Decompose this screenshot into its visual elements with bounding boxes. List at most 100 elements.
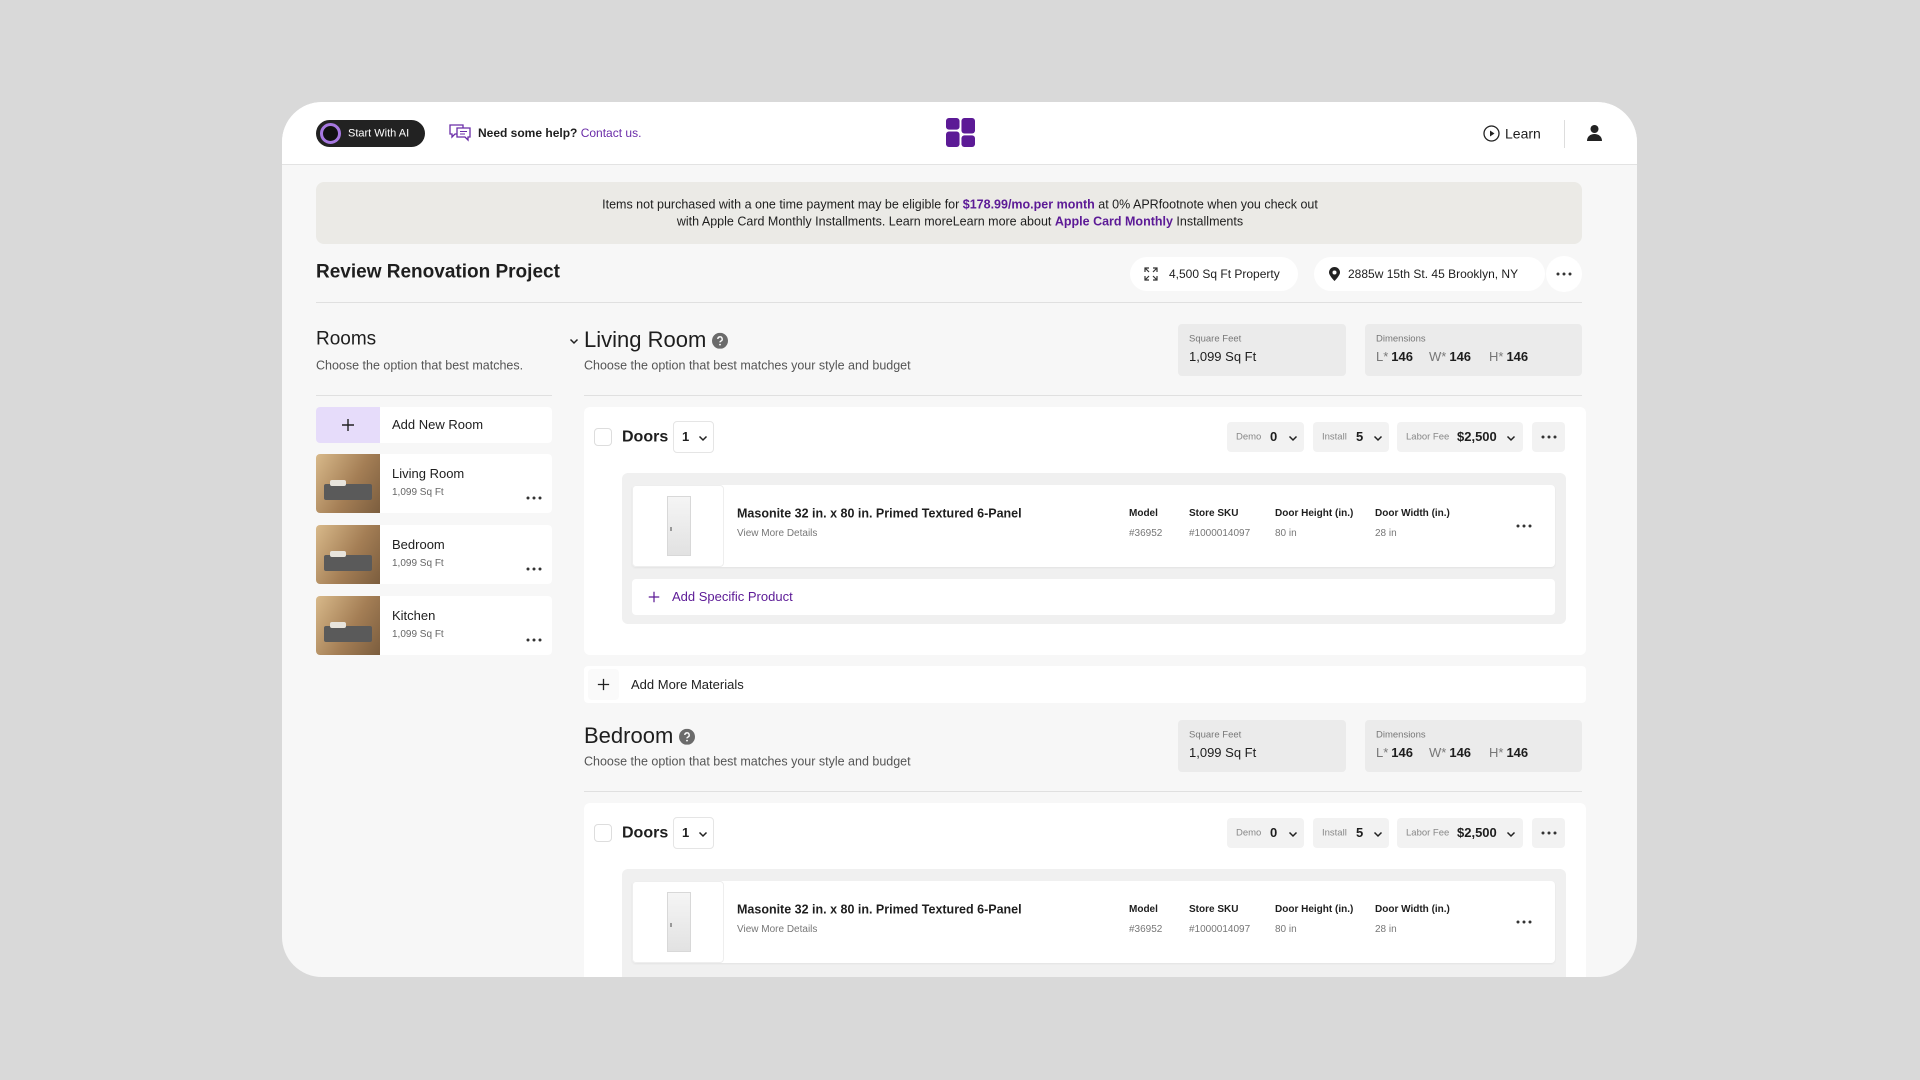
add-materials-button[interactable] [584,666,1586,703]
more-icon [526,567,542,571]
banner [316,182,1582,244]
labor-select[interactable] [1397,818,1523,848]
square-feet-value: 1,099 Sq Ft [1189,349,1257,365]
divider [316,302,1582,303]
spec-label: Door Width (in.) [1375,508,1450,519]
room-thumbnail [316,454,380,513]
chevron-icon [698,831,708,838]
material-name: Doors [622,824,669,842]
contact-link[interactable]: Contact us. [580,125,642,140]
material-name: Doors [622,428,669,446]
banner-text: Installments [1176,214,1244,229]
help-label: Need some help? [478,125,578,140]
chevron-icon [1506,831,1516,838]
qty-value: 1 [682,429,690,445]
plus-icon [648,591,660,603]
section-title-text: Bedroom [584,722,674,748]
divider [316,395,552,396]
dimension: H* 146 [1489,745,1528,761]
chevron-icon [1373,831,1383,838]
logo [946,118,975,147]
spec-value: 28 in [1375,528,1397,539]
qty-select[interactable] [673,817,714,849]
dimensions-box [1365,324,1582,376]
product-details-link[interactable]: View More Details [737,528,818,539]
checkbox[interactable] [594,824,612,842]
install-select[interactable] [1313,818,1389,848]
square-feet-box [1178,324,1346,376]
demo-value: 0 [1270,429,1278,445]
room-area: 1,099 Sq Ft [392,487,444,498]
area-pill [1130,257,1298,291]
more-icon [1556,272,1572,276]
door-handle [670,923,672,927]
qty-select[interactable] [673,421,714,453]
labor-value: $2,500 [1457,825,1497,841]
chevron-icon [698,435,708,442]
room-area: 1,099 Sq Ft [392,629,444,640]
demo-value: 0 [1270,825,1278,841]
labor-value: $2,500 [1457,429,1497,445]
spec-value: #36952 [1129,924,1163,935]
room-area: 1,099 Sq Ft [392,558,444,569]
dimension: W* 146 [1429,745,1471,761]
header [282,102,1637,165]
product-name: Masonite 32 in. x 80 in. Primed Textured… [737,506,1022,521]
banner-line: with Apple Card Monthly Installments. Le… [677,215,1243,230]
demo-select[interactable] [1227,818,1304,848]
install-label: Install [1322,827,1347,839]
dimension-label: H* [1489,745,1504,761]
add-product-button[interactable] [632,579,1555,615]
banner-highlight: Apple Card Monthly [1054,214,1173,229]
square-feet-label: Square Feet [1189,729,1242,741]
room-name: Kitchen [392,608,436,624]
spec-label: Store SKU [1189,904,1239,915]
dimensions-label: Dimensions [1376,729,1426,741]
add-materials-label: Add More Materials [631,677,744,693]
spec-value: #1000014097 [1189,528,1251,539]
address-pill [1314,257,1545,291]
pillow [330,622,346,628]
labor-label: Labor Fee [1406,827,1450,839]
learn-link[interactable]: Learn [1505,125,1541,142]
expand-icon [1144,267,1158,281]
product-details-link[interactable]: View More Details [737,924,818,935]
install-select[interactable] [1313,422,1389,452]
more-icon [1516,524,1532,528]
dimensions-box [1365,720,1582,772]
pillow [330,480,346,486]
dimension-label: L* [1376,349,1389,365]
dimension-value: 146 [1391,745,1413,761]
rooms-title: Rooms [316,328,377,350]
more-icon [526,496,542,500]
install-label: Install [1322,431,1347,443]
spec-label: Door Width (in.) [1375,904,1450,915]
spec-label: Door Height (in.) [1275,508,1354,519]
project-title: Review Renovation Project [316,261,560,283]
demo-select[interactable] [1227,422,1304,452]
help-icon[interactable] [712,332,729,349]
bed [324,484,372,500]
door-handle [670,527,672,531]
more-icon [526,638,542,642]
checkbox[interactable] [594,428,612,446]
section-title: Living Room [584,326,729,353]
dimension-label: H* [1489,349,1504,365]
room-name: Living Room [392,466,465,482]
help-icon[interactable] [679,728,696,745]
labor-select[interactable] [1397,422,1523,452]
chevron-icon [569,338,579,345]
section-title-text: Living Room [584,326,707,352]
square-feet-label: Square Feet [1189,333,1242,345]
demo-label: Demo [1236,431,1262,443]
add-room-label: Add New Room [392,417,484,433]
pillow [330,551,346,557]
banner-text: with Apple Card Monthly Installments. Le… [676,214,1052,229]
add-product-label: Add Specific Product [672,589,793,605]
spec-value: #1000014097 [1189,924,1251,935]
room-thumbnail [316,525,380,584]
chat-icon [449,124,471,142]
room-name: Bedroom [392,537,445,553]
room-thumbnail [316,596,380,655]
